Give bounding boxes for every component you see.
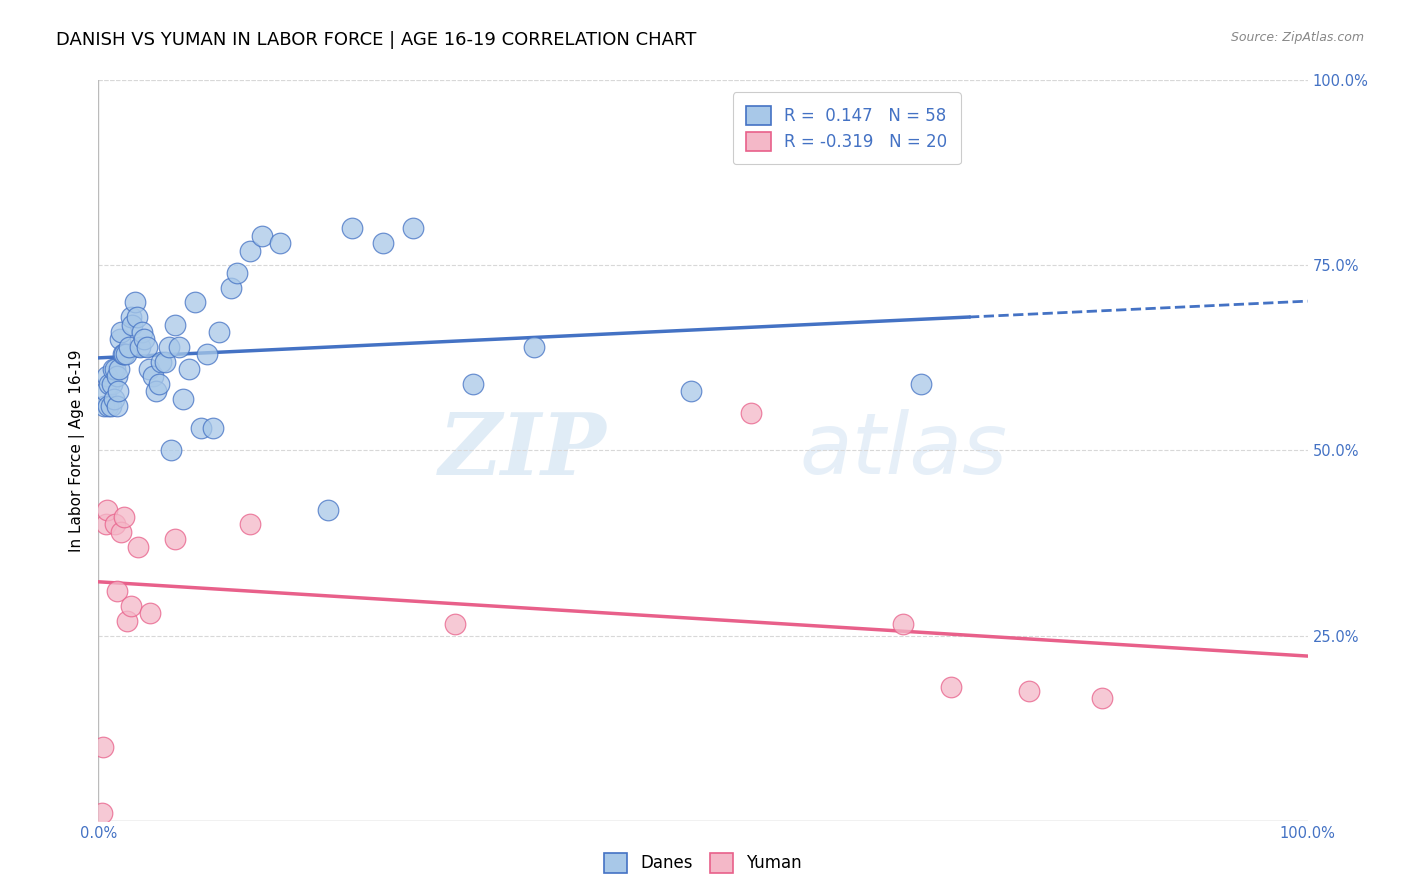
Point	[208, 325, 231, 339]
Point	[97, 399, 120, 413]
Point	[157, 340, 180, 354]
Point	[100, 376, 122, 391]
Point	[105, 369, 128, 384]
Point	[91, 806, 114, 821]
Point	[105, 399, 128, 413]
Point	[105, 584, 128, 599]
Point	[112, 347, 135, 361]
Point	[939, 681, 962, 695]
Point	[163, 318, 186, 332]
Point	[184, 295, 207, 310]
Point	[316, 502, 339, 516]
Point	[910, 376, 932, 391]
Point	[250, 228, 273, 243]
Point	[891, 617, 914, 632]
Point	[444, 617, 467, 632]
Point	[139, 607, 162, 621]
Text: atlas: atlas	[800, 409, 1008, 492]
Y-axis label: In Labor Force | Age 16-19: In Labor Force | Age 16-19	[69, 349, 84, 552]
Point	[169, 340, 191, 354]
Point	[679, 384, 702, 399]
Point	[112, 510, 135, 524]
Point	[269, 236, 291, 251]
Text: DANISH VS YUMAN IN LABOR FORCE | AGE 16-19 CORRELATION CHART: DANISH VS YUMAN IN LABOR FORCE | AGE 16-…	[56, 31, 696, 49]
Point	[190, 421, 212, 435]
Point	[135, 340, 157, 354]
Point	[98, 376, 121, 391]
Point	[239, 517, 262, 532]
Point	[1091, 691, 1114, 706]
Point	[91, 739, 114, 754]
Point	[1018, 684, 1040, 698]
Point	[148, 376, 170, 391]
Point	[124, 295, 146, 310]
Point	[150, 354, 173, 368]
Point	[179, 362, 201, 376]
Point	[226, 266, 249, 280]
Point	[127, 310, 149, 325]
Point	[342, 221, 364, 235]
Point	[100, 399, 122, 413]
Point	[142, 369, 165, 384]
Point	[221, 280, 243, 294]
Point	[110, 325, 132, 339]
Point	[93, 399, 115, 413]
Point	[160, 443, 183, 458]
Point	[115, 347, 138, 361]
Point	[117, 614, 139, 628]
Point	[96, 502, 118, 516]
Point	[371, 236, 394, 251]
Point	[118, 340, 141, 354]
Point	[110, 524, 132, 539]
Point	[145, 384, 167, 399]
Point	[108, 332, 131, 346]
Text: ZIP: ZIP	[439, 409, 606, 492]
Legend: Danes, Yuman: Danes, Yuman	[598, 847, 808, 880]
Legend: R =  0.147   N = 58, R = -0.319   N = 20: R = 0.147 N = 58, R = -0.319 N = 20	[733, 92, 960, 164]
Point	[131, 325, 153, 339]
Point	[121, 318, 143, 332]
Point	[463, 376, 485, 391]
Point	[108, 362, 131, 376]
Point	[134, 332, 156, 346]
Point	[740, 407, 762, 421]
Point	[107, 384, 129, 399]
Point	[94, 517, 117, 532]
Point	[101, 362, 124, 376]
Point	[111, 347, 134, 361]
Text: Source: ZipAtlas.com: Source: ZipAtlas.com	[1230, 31, 1364, 45]
Point	[138, 362, 160, 376]
Point	[127, 540, 149, 554]
Point	[104, 517, 127, 532]
Point	[128, 340, 150, 354]
Point	[202, 421, 225, 435]
Point	[96, 369, 118, 384]
Point	[163, 533, 186, 547]
Point	[120, 599, 142, 613]
Point	[94, 384, 117, 399]
Point	[523, 340, 546, 354]
Point	[195, 347, 218, 361]
Point	[402, 221, 425, 235]
Point	[104, 362, 127, 376]
Point	[103, 392, 125, 406]
Point	[172, 392, 194, 406]
Point	[153, 354, 176, 368]
Point	[239, 244, 262, 258]
Point	[120, 310, 142, 325]
